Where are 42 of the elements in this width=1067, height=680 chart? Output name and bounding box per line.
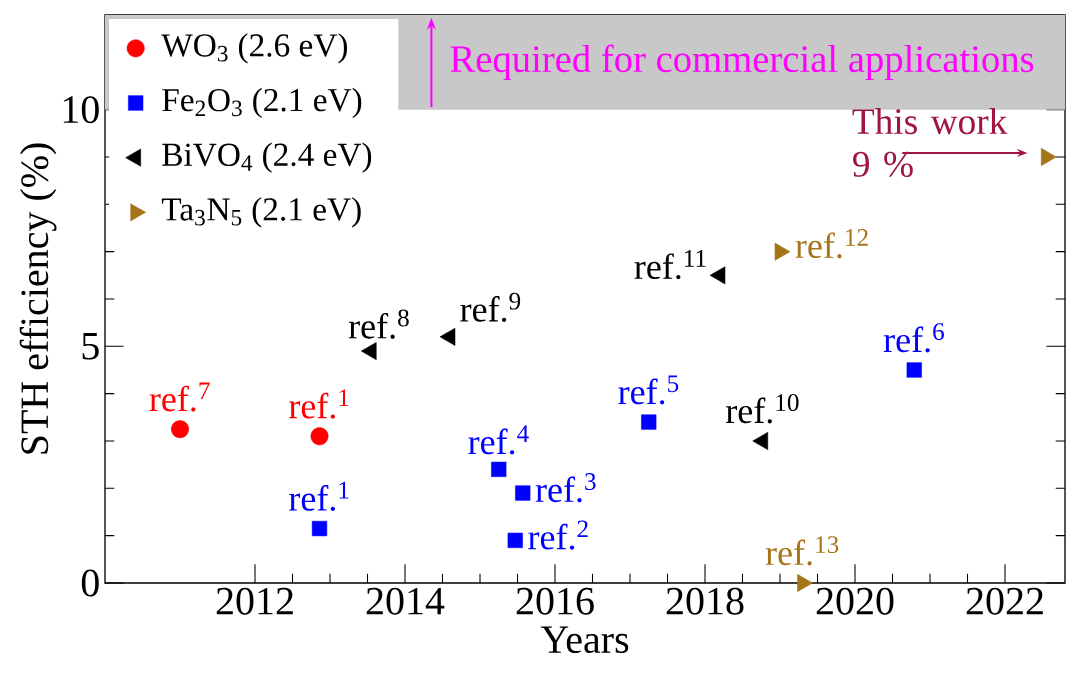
annotation: ref.$^{6}$ (883, 323, 944, 353)
annotation: ref.$^{1}$ (289, 389, 349, 419)
annotation: ref.$^{11}$ (634, 250, 706, 280)
annotation: This work 9 % (852, 107, 1008, 177)
point (1040, 148, 1057, 166)
annotation: ref.$^{7}$ (149, 382, 210, 412)
x-tick-label: 2018 (666, 587, 744, 615)
annotation: ref.$^{5}$ (618, 375, 679, 405)
x-tick-label: 2016 (516, 587, 594, 615)
x-tick-label: 2022 (966, 587, 1043, 615)
point (906, 362, 922, 378)
point (641, 414, 657, 430)
annotation: ref.$^{3}$ (535, 473, 596, 503)
annotation: ref.$^{8}$ (348, 309, 409, 339)
annotation: ref.$^{13}$ (765, 536, 839, 566)
annotation: ref.$^{1}$ (289, 481, 349, 511)
band-label: Required for commercial applications (450, 44, 1034, 81)
x-tick-label: 2012 (216, 587, 293, 615)
x-tick-label: 2020 (816, 587, 894, 615)
point (507, 532, 523, 548)
point (171, 420, 189, 439)
point (797, 574, 813, 592)
y-axis-title: STH efficiency (%) (19, 143, 57, 454)
legend-label: WO$_{3}$ (2.6 eV) (161, 33, 348, 64)
point (491, 461, 507, 477)
annotation: ref.$^{2}$ (528, 520, 588, 550)
y-tick-label: 0 (81, 569, 99, 597)
annotation: ref.$^{12}$ (795, 229, 868, 259)
annotation: ref.$^{10}$ (726, 394, 799, 424)
point (311, 520, 328, 537)
annotation: ref.$^{4}$ (468, 425, 529, 455)
point (515, 485, 531, 501)
x-tick-label: 2014 (366, 587, 445, 615)
legend-label: Fe$_{2}$O$_{3}$ (2.1 eV) (162, 87, 362, 119)
y-tick-label: 5 (82, 333, 99, 360)
x-axis-title: Years (540, 626, 629, 654)
y-tick-label: 10 (63, 96, 99, 124)
point (310, 427, 329, 446)
legend-label: BiVO$_{4}$ (2.4 eV) (162, 142, 372, 173)
point (774, 242, 791, 261)
legend-label: Ta$_{3}$N$_{5}$ (2.1 eV) (161, 197, 361, 228)
annotation: ref.$^{9}$ (460, 292, 521, 322)
